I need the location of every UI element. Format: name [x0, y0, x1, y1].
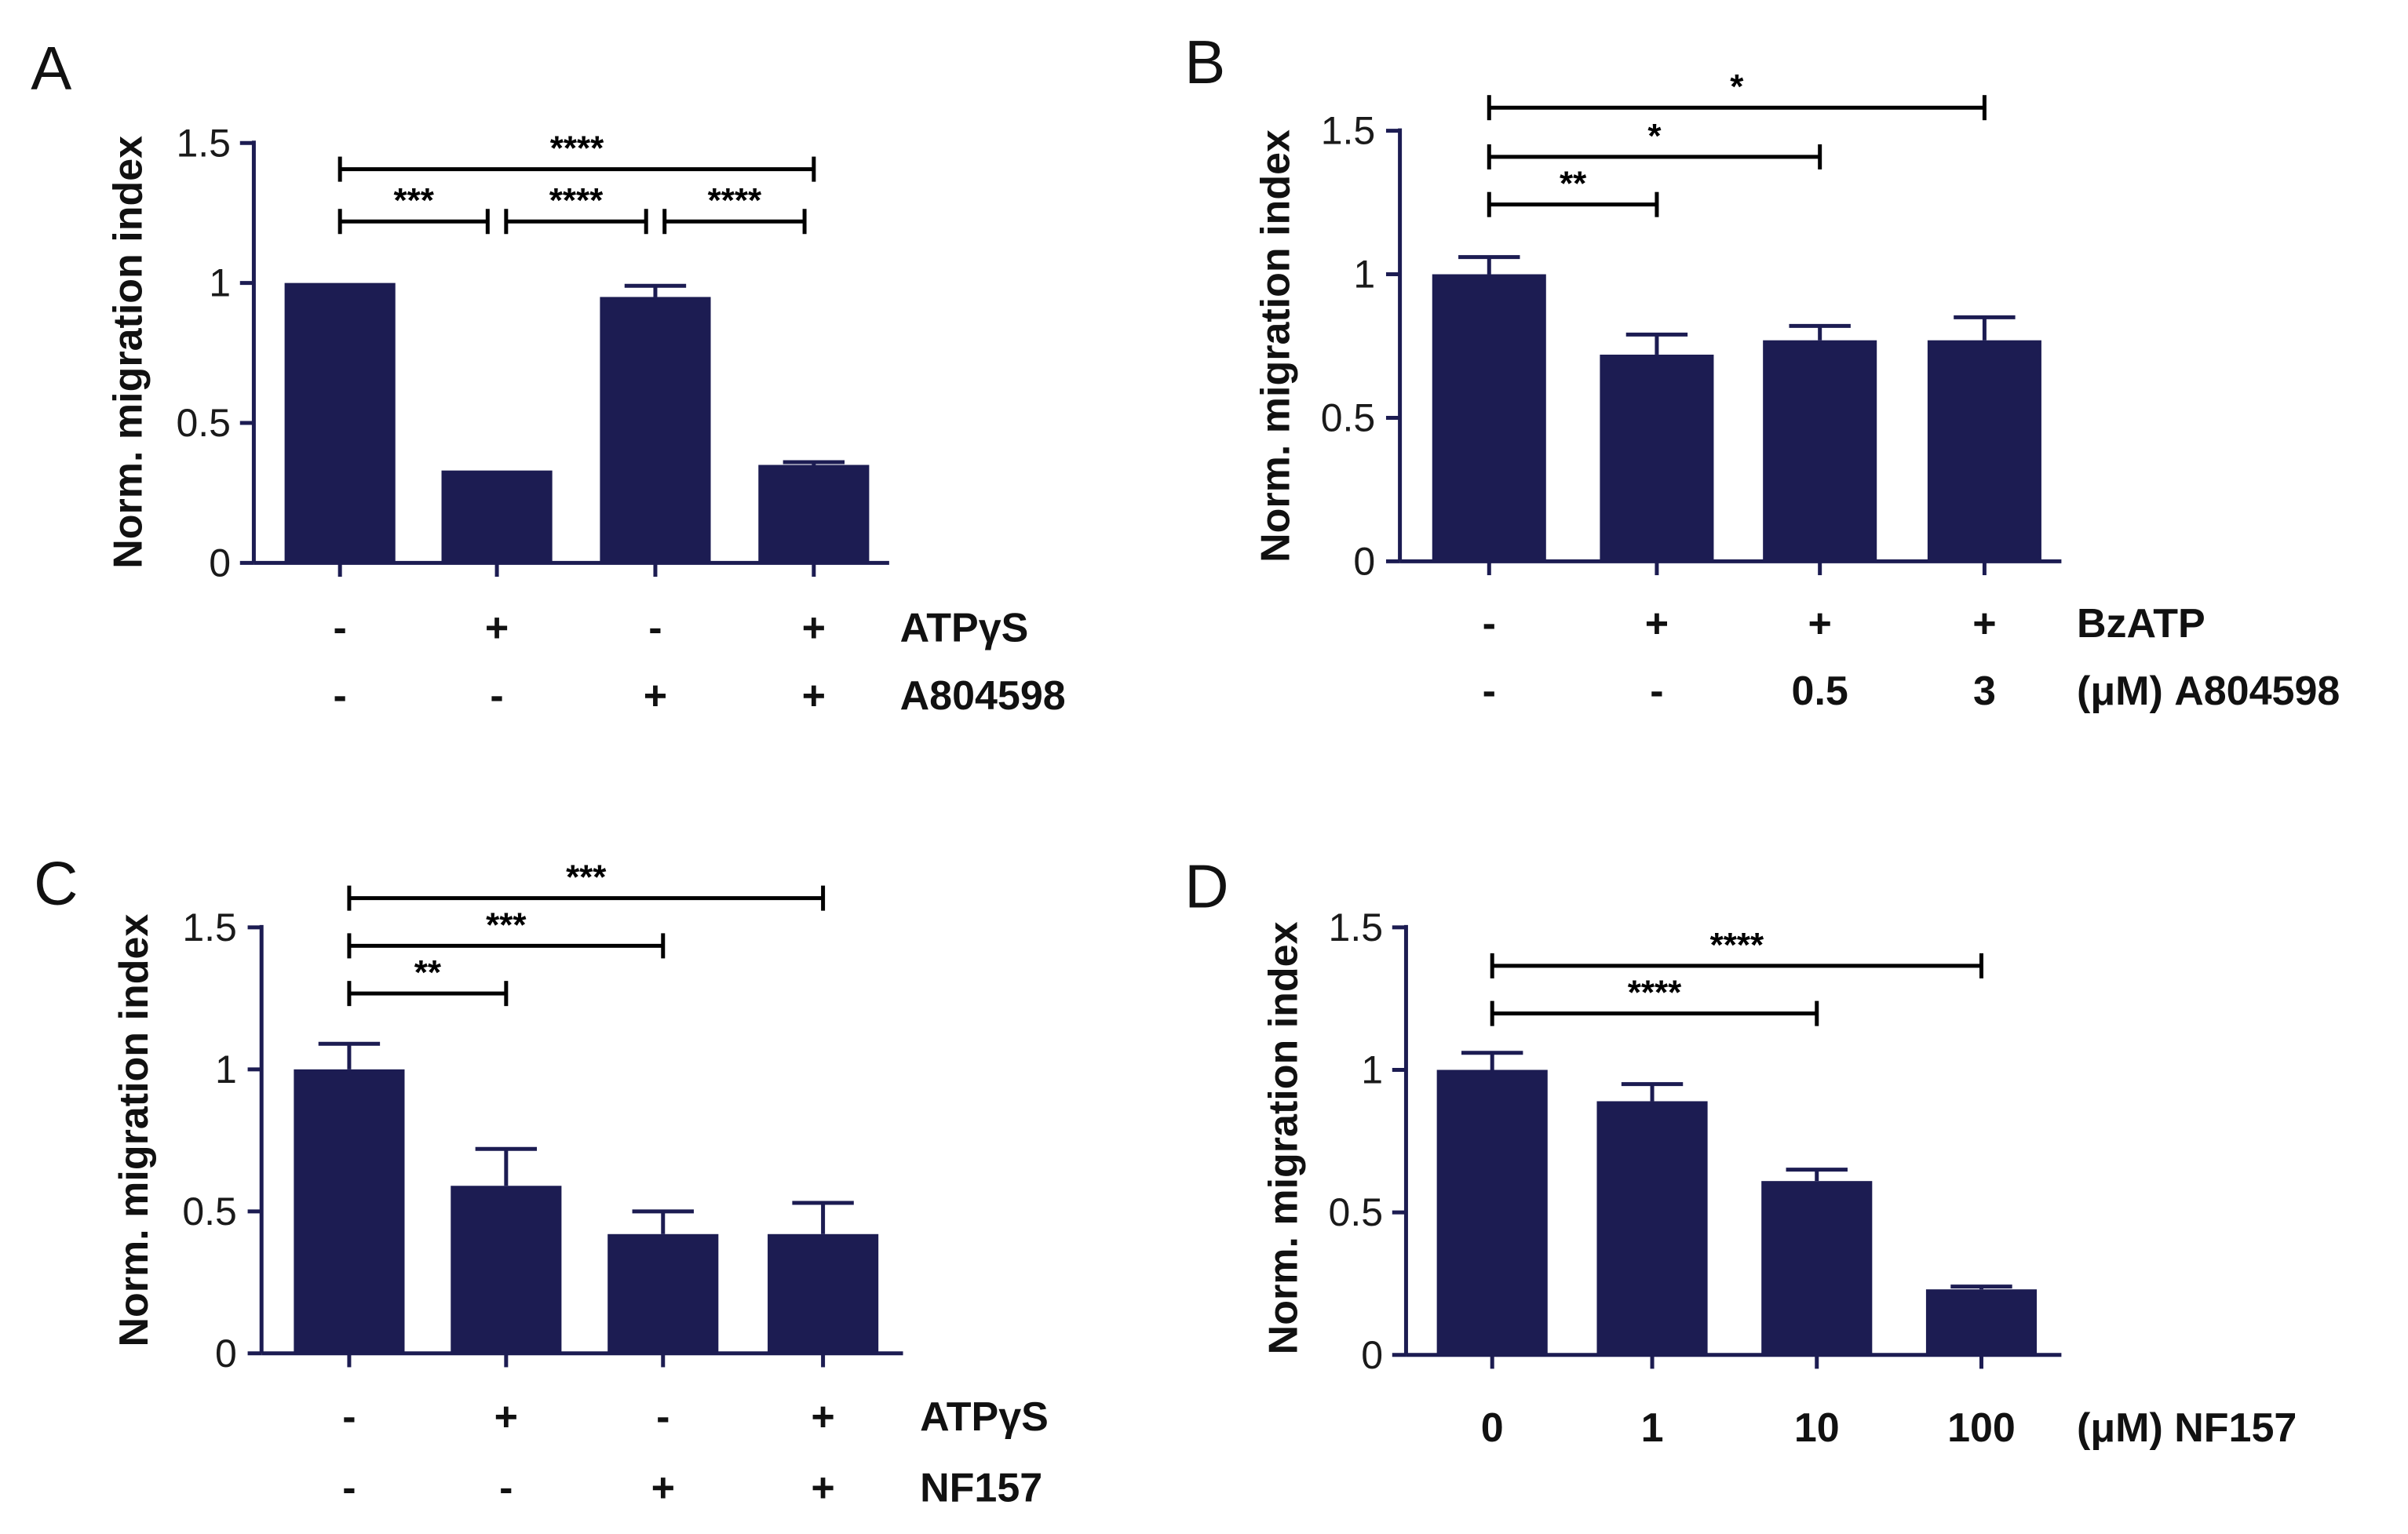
y-tick-label: 1.5 — [1321, 109, 1376, 153]
condition-cell: - — [333, 606, 346, 651]
bar — [1761, 1181, 1873, 1355]
condition-cell: - — [648, 606, 662, 651]
condition-name: BzATP — [2077, 601, 2206, 647]
condition-name: ATPγS — [920, 1394, 1049, 1440]
y-tick-label: 1 — [1353, 253, 1375, 297]
y-tick-label: 0.5 — [1329, 1190, 1384, 1234]
condition-cell: - — [1483, 669, 1496, 714]
panel-a: A 0 0.5 1 1.5 Norm. migration index - + - + ATPγS -… — [31, 34, 1065, 719]
bar — [600, 297, 711, 563]
condition-cell: - — [656, 1394, 669, 1440]
condition-cell: - — [490, 673, 503, 719]
significance-label: **** — [550, 129, 604, 168]
significance-label: *** — [486, 905, 527, 944]
condition-cell: + — [811, 1465, 834, 1510]
condition-cell: 3 — [1973, 669, 1996, 714]
condition-name: (μM) A804598 — [2077, 669, 2340, 714]
condition-cell: + — [494, 1394, 518, 1440]
significance-label: *** — [566, 858, 607, 897]
bar — [758, 465, 870, 563]
condition-cell: 100 — [1947, 1405, 2016, 1451]
panel-c: C 0 0.5 1 1.5 Norm. migration index - + - + ATPγS -… — [34, 848, 1049, 1510]
significance-label: **** — [708, 181, 762, 220]
condition-cell: + — [644, 673, 667, 719]
condition-cell: - — [342, 1394, 356, 1440]
y-tick-label: 0.5 — [1321, 395, 1376, 439]
bar — [294, 1069, 405, 1354]
y-tick-label: 1.5 — [1329, 905, 1384, 949]
condition-cell: - — [1483, 601, 1496, 647]
panel-letter: B — [1184, 27, 1225, 97]
condition-cell: 0.5 — [1792, 669, 1848, 714]
y-tick-label: 0 — [215, 1332, 237, 1375]
y-axis-label: Norm. migration index — [1261, 921, 1306, 1354]
condition-cell: - — [333, 673, 346, 719]
condition-cell: - — [499, 1465, 513, 1510]
condition-cell: - — [1650, 669, 1663, 714]
panel-letter: C — [34, 848, 78, 917]
panel-b: B 0 0.5 1 1.5 Norm. migration index - + + + BzATP -… — [1184, 27, 2340, 714]
condition-name: NF157 — [920, 1465, 1042, 1510]
y-tick-label: 0.5 — [176, 401, 231, 445]
condition-cell: + — [1808, 601, 1831, 647]
y-tick-label: 0 — [1361, 1333, 1383, 1377]
significance-label: *** — [394, 181, 435, 220]
condition-cell: - — [342, 1465, 356, 1510]
significance-label: **** — [1710, 926, 1764, 964]
y-tick-label: 1 — [1361, 1048, 1383, 1092]
bar — [1432, 274, 1546, 562]
condition-cell: + — [1972, 601, 1996, 647]
significance-label: **** — [1628, 974, 1682, 1012]
bar — [1925, 1289, 2038, 1355]
significance-label: ** — [414, 953, 442, 992]
bar — [1600, 354, 1714, 562]
bar — [441, 470, 553, 563]
y-tick-label: 1.5 — [176, 121, 231, 165]
bar — [1436, 1069, 1548, 1355]
significance-label: * — [1647, 117, 1662, 155]
y-tick-label: 1.5 — [182, 905, 237, 949]
bar — [1763, 340, 1877, 562]
panel-letter: D — [1184, 851, 1228, 920]
bar — [607, 1233, 719, 1354]
condition-name: (μM) NF157 — [2077, 1405, 2297, 1451]
significance-label: * — [1730, 67, 1744, 106]
significance-label: ** — [1560, 165, 1587, 203]
panel-letter: A — [31, 34, 71, 103]
bar — [284, 282, 396, 563]
y-tick-label: 1 — [209, 261, 231, 305]
bar — [1596, 1101, 1708, 1355]
y-tick-label: 0 — [209, 541, 231, 585]
condition-cell: + — [651, 1465, 675, 1510]
condition-cell: 0 — [1481, 1405, 1504, 1451]
condition-cell: + — [485, 606, 509, 651]
condition-name: A804598 — [900, 673, 1066, 719]
y-tick-label: 1 — [215, 1048, 237, 1091]
condition-cell: + — [811, 1394, 834, 1440]
condition-cell: 1 — [1641, 1405, 1664, 1451]
y-tick-label: 0 — [1353, 539, 1375, 583]
y-axis-label: Norm. migration index — [105, 136, 151, 569]
y-axis-label: Norm. migration index — [111, 914, 157, 1347]
y-tick-label: 0.5 — [182, 1190, 237, 1233]
bar — [768, 1233, 879, 1354]
bar — [451, 1186, 562, 1354]
condition-cell: + — [802, 673, 826, 719]
significance-label: **** — [549, 181, 604, 220]
panel-d: D 0 0.5 1 1.5 Norm. migration index 0 1 10 100 (μM… — [1184, 851, 2297, 1450]
condition-cell: + — [802, 606, 826, 651]
condition-cell: + — [1645, 601, 1669, 647]
condition-name: ATPγS — [900, 606, 1029, 651]
bar — [1927, 340, 2041, 562]
condition-cell: 10 — [1794, 1405, 1840, 1451]
y-axis-label: Norm. migration index — [1253, 129, 1298, 563]
